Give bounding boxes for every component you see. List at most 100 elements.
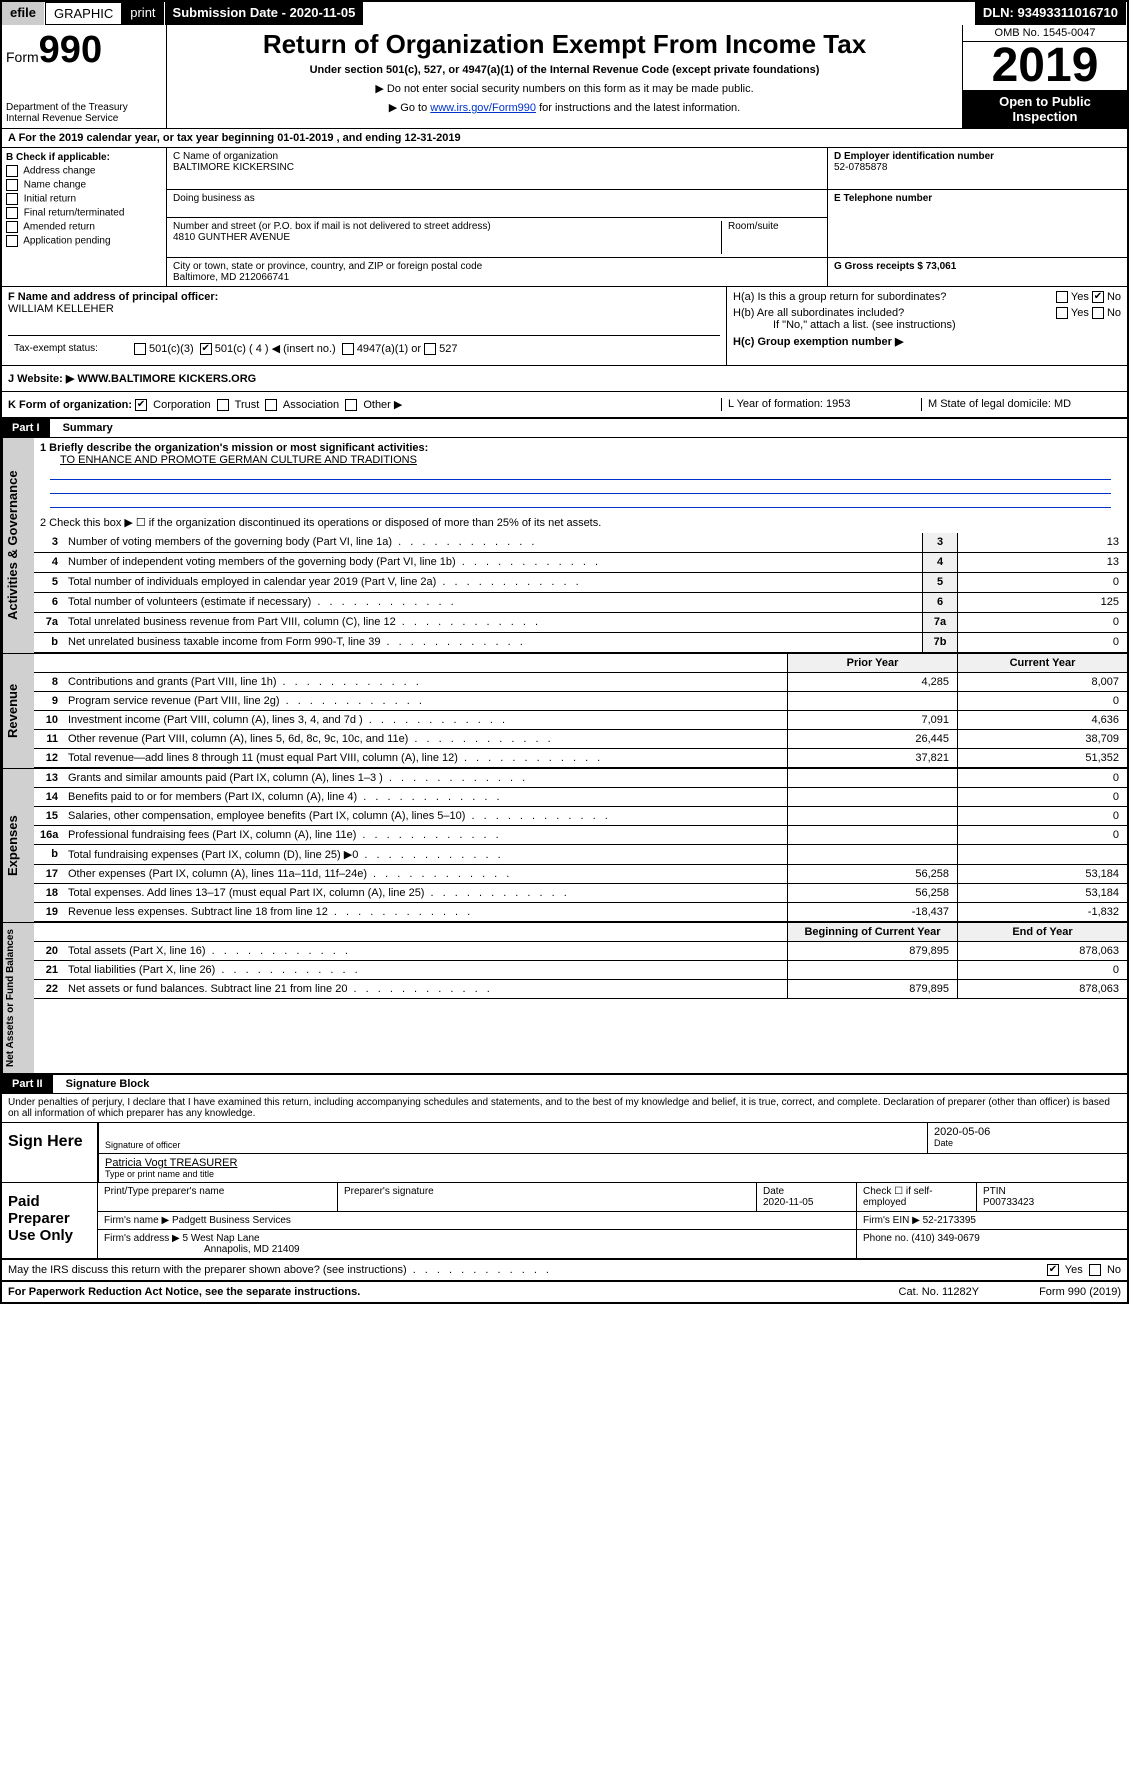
officer-label: F Name and address of principal officer: [8,291,720,303]
q1-label: 1 Briefly describe the organization's mi… [40,442,1121,454]
graphic-button[interactable]: GRAPHIC [45,2,122,25]
efile-label: efile [2,2,45,25]
website-value: WWW.BALTIMORE KICKERS.ORG [77,373,256,385]
firm-addr-label: Firm's address ▶ [104,1233,180,1244]
irs-link[interactable]: www.irs.gov/Form990 [430,102,536,114]
hc-label: H(c) Group exemption number ▶ [733,335,1121,348]
officer-typed-name: Patricia Vogt TREASURER [105,1157,1121,1169]
section-a: B Check if applicable: Address change Na… [2,148,1127,287]
phone-label: E Telephone number [834,193,1121,204]
data-row: 20Total assets (Part X, line 16)879,8958… [34,942,1127,961]
ein-value: 52-0785878 [834,162,1121,173]
ha-no[interactable] [1092,291,1104,303]
sidebar-revenue: Revenue [2,654,34,768]
prep-date: 2020-11-05 [763,1197,850,1208]
addr-label: Number and street (or P.O. box if mail i… [173,221,721,232]
opt-trust: Trust [235,399,260,411]
assoc-checkbox[interactable] [265,399,277,411]
501c-checkbox[interactable] [200,343,212,355]
dept-label: Department of the Treasury [6,102,162,113]
discuss-question: May the IRS discuss this return with the… [8,1264,552,1276]
opt-501c: 501(c) ( 4 ) ◀ (insert no.) [215,342,336,355]
other-checkbox[interactable] [345,399,357,411]
note-link: ▶ Go to www.irs.gov/Form990 for instruct… [187,101,942,114]
part2-title: Signature Block [56,1075,150,1093]
prep-name-label: Print/Type preparer's name [98,1183,338,1211]
hb-no[interactable] [1092,307,1104,319]
data-row: 9Program service revenue (Part VIII, lin… [34,692,1127,711]
tax-year-range: A For the 2019 calendar year, or tax yea… [2,129,1127,148]
room-label: Room/suite [721,221,821,254]
data-row: 11Other revenue (Part VIII, column (A), … [34,730,1127,749]
city-label: City or town, state or province, country… [173,261,821,272]
checkbox-item[interactable]: Address change [6,165,162,177]
trust-checkbox[interactable] [217,399,229,411]
checkbox-item[interactable]: Initial return [6,193,162,205]
activity-row: 7aTotal unrelated business revenue from … [34,613,1127,633]
sidebar-activities: Activities & Governance [2,438,34,653]
form-header: Form990 Department of the Treasury Inter… [2,25,1127,129]
data-row: 12Total revenue—add lines 8 through 11 (… [34,749,1127,768]
hb-yes[interactable] [1056,307,1068,319]
form-number: 990 [39,29,102,71]
footer-no: No [1107,1264,1121,1276]
state-domicile: M State of legal domicile: MD [921,398,1121,411]
self-employed-check: Check ☐ if self-employed [857,1183,977,1211]
opt-corp: Corporation [153,399,210,411]
prior-year-header: Prior Year [787,654,957,672]
ha-yes[interactable] [1056,291,1068,303]
firm-name-label: Firm's name ▶ [104,1215,169,1226]
firm-phone: (410) 349-0679 [911,1233,979,1244]
data-row: 19Revenue less expenses. Subtract line 1… [34,903,1127,922]
hb-note: If "No," attach a list. (see instruction… [733,319,1121,331]
prep-date-label: Date [763,1186,850,1197]
checkbox-item[interactable]: Application pending [6,235,162,247]
data-row: 18Total expenses. Add lines 13–17 (must … [34,884,1127,903]
gross-receipts: G Gross receipts $ 73,061 [828,258,1127,275]
cat-number: Cat. No. 11282Y [899,1286,980,1298]
527-checkbox[interactable] [424,343,436,355]
type-name-label: Type or print name and title [105,1169,1121,1179]
checkbox-item[interactable]: Name change [6,179,162,191]
part1-header: Part I [2,419,50,437]
firm-ein-label: Firm's EIN ▶ [863,1215,920,1226]
firm-ein: 52-2173395 [923,1215,976,1226]
opt-501c3: 501(c)(3) [149,343,194,355]
org-name: BALTIMORE KICKERSINC [173,162,821,173]
corp-checkbox[interactable] [135,399,147,411]
opt-4947: 4947(a)(1) or [357,343,421,355]
checkbox-item[interactable]: Amended return [6,221,162,233]
officer-name: WILLIAM KELLEHER [8,303,720,315]
year-formation: L Year of formation: 1953 [721,398,921,411]
activity-row: 5Total number of individuals employed in… [34,573,1127,593]
discuss-yes[interactable] [1047,1264,1059,1276]
prep-sig-label: Preparer's signature [338,1183,757,1211]
data-row: bTotal fundraising expenses (Part IX, co… [34,845,1127,865]
data-row: 22Net assets or fund balances. Subtract … [34,980,1127,999]
tax-year: 2019 [963,42,1127,90]
discuss-no[interactable] [1089,1264,1101,1276]
4947-checkbox[interactable] [342,343,354,355]
opt-527: 527 [439,343,457,355]
open-public-label: Open to Public Inspection [963,90,1127,128]
data-row: 13Grants and similar amounts paid (Part … [34,769,1127,788]
note-post: for instructions and the latest informat… [536,102,740,114]
note-pre: ▶ Go to [389,102,430,114]
form-footer: Form 990 (2019) [1039,1286,1121,1298]
top-bar: efile GRAPHIC print Submission Date - 20… [2,2,1127,25]
ha-row: H(a) Is this a group return for subordin… [733,291,1121,303]
hb-label: H(b) Are all subordinates included? [733,307,1056,319]
activity-row: 6Total number of volunteers (estimate if… [34,593,1127,613]
submission-date: Submission Date - 2020-11-05 [165,2,365,25]
501c3-checkbox[interactable] [134,343,146,355]
print-button[interactable]: print [122,2,164,25]
q2-label: 2 Check this box ▶ ☐ if the organization… [34,512,1127,533]
q1-value: TO ENHANCE AND PROMOTE GERMAN CULTURE AN… [40,454,1121,466]
data-row: 10Investment income (Part VIII, column (… [34,711,1127,730]
form-title: Return of Organization Exempt From Incom… [187,29,942,60]
sign-here-label: Sign Here [2,1123,97,1182]
form-prefix: Form [6,49,39,65]
ein-label: D Employer identification number [834,151,1121,162]
part1-title: Summary [53,419,113,437]
checkbox-item[interactable]: Final return/terminated [6,207,162,219]
